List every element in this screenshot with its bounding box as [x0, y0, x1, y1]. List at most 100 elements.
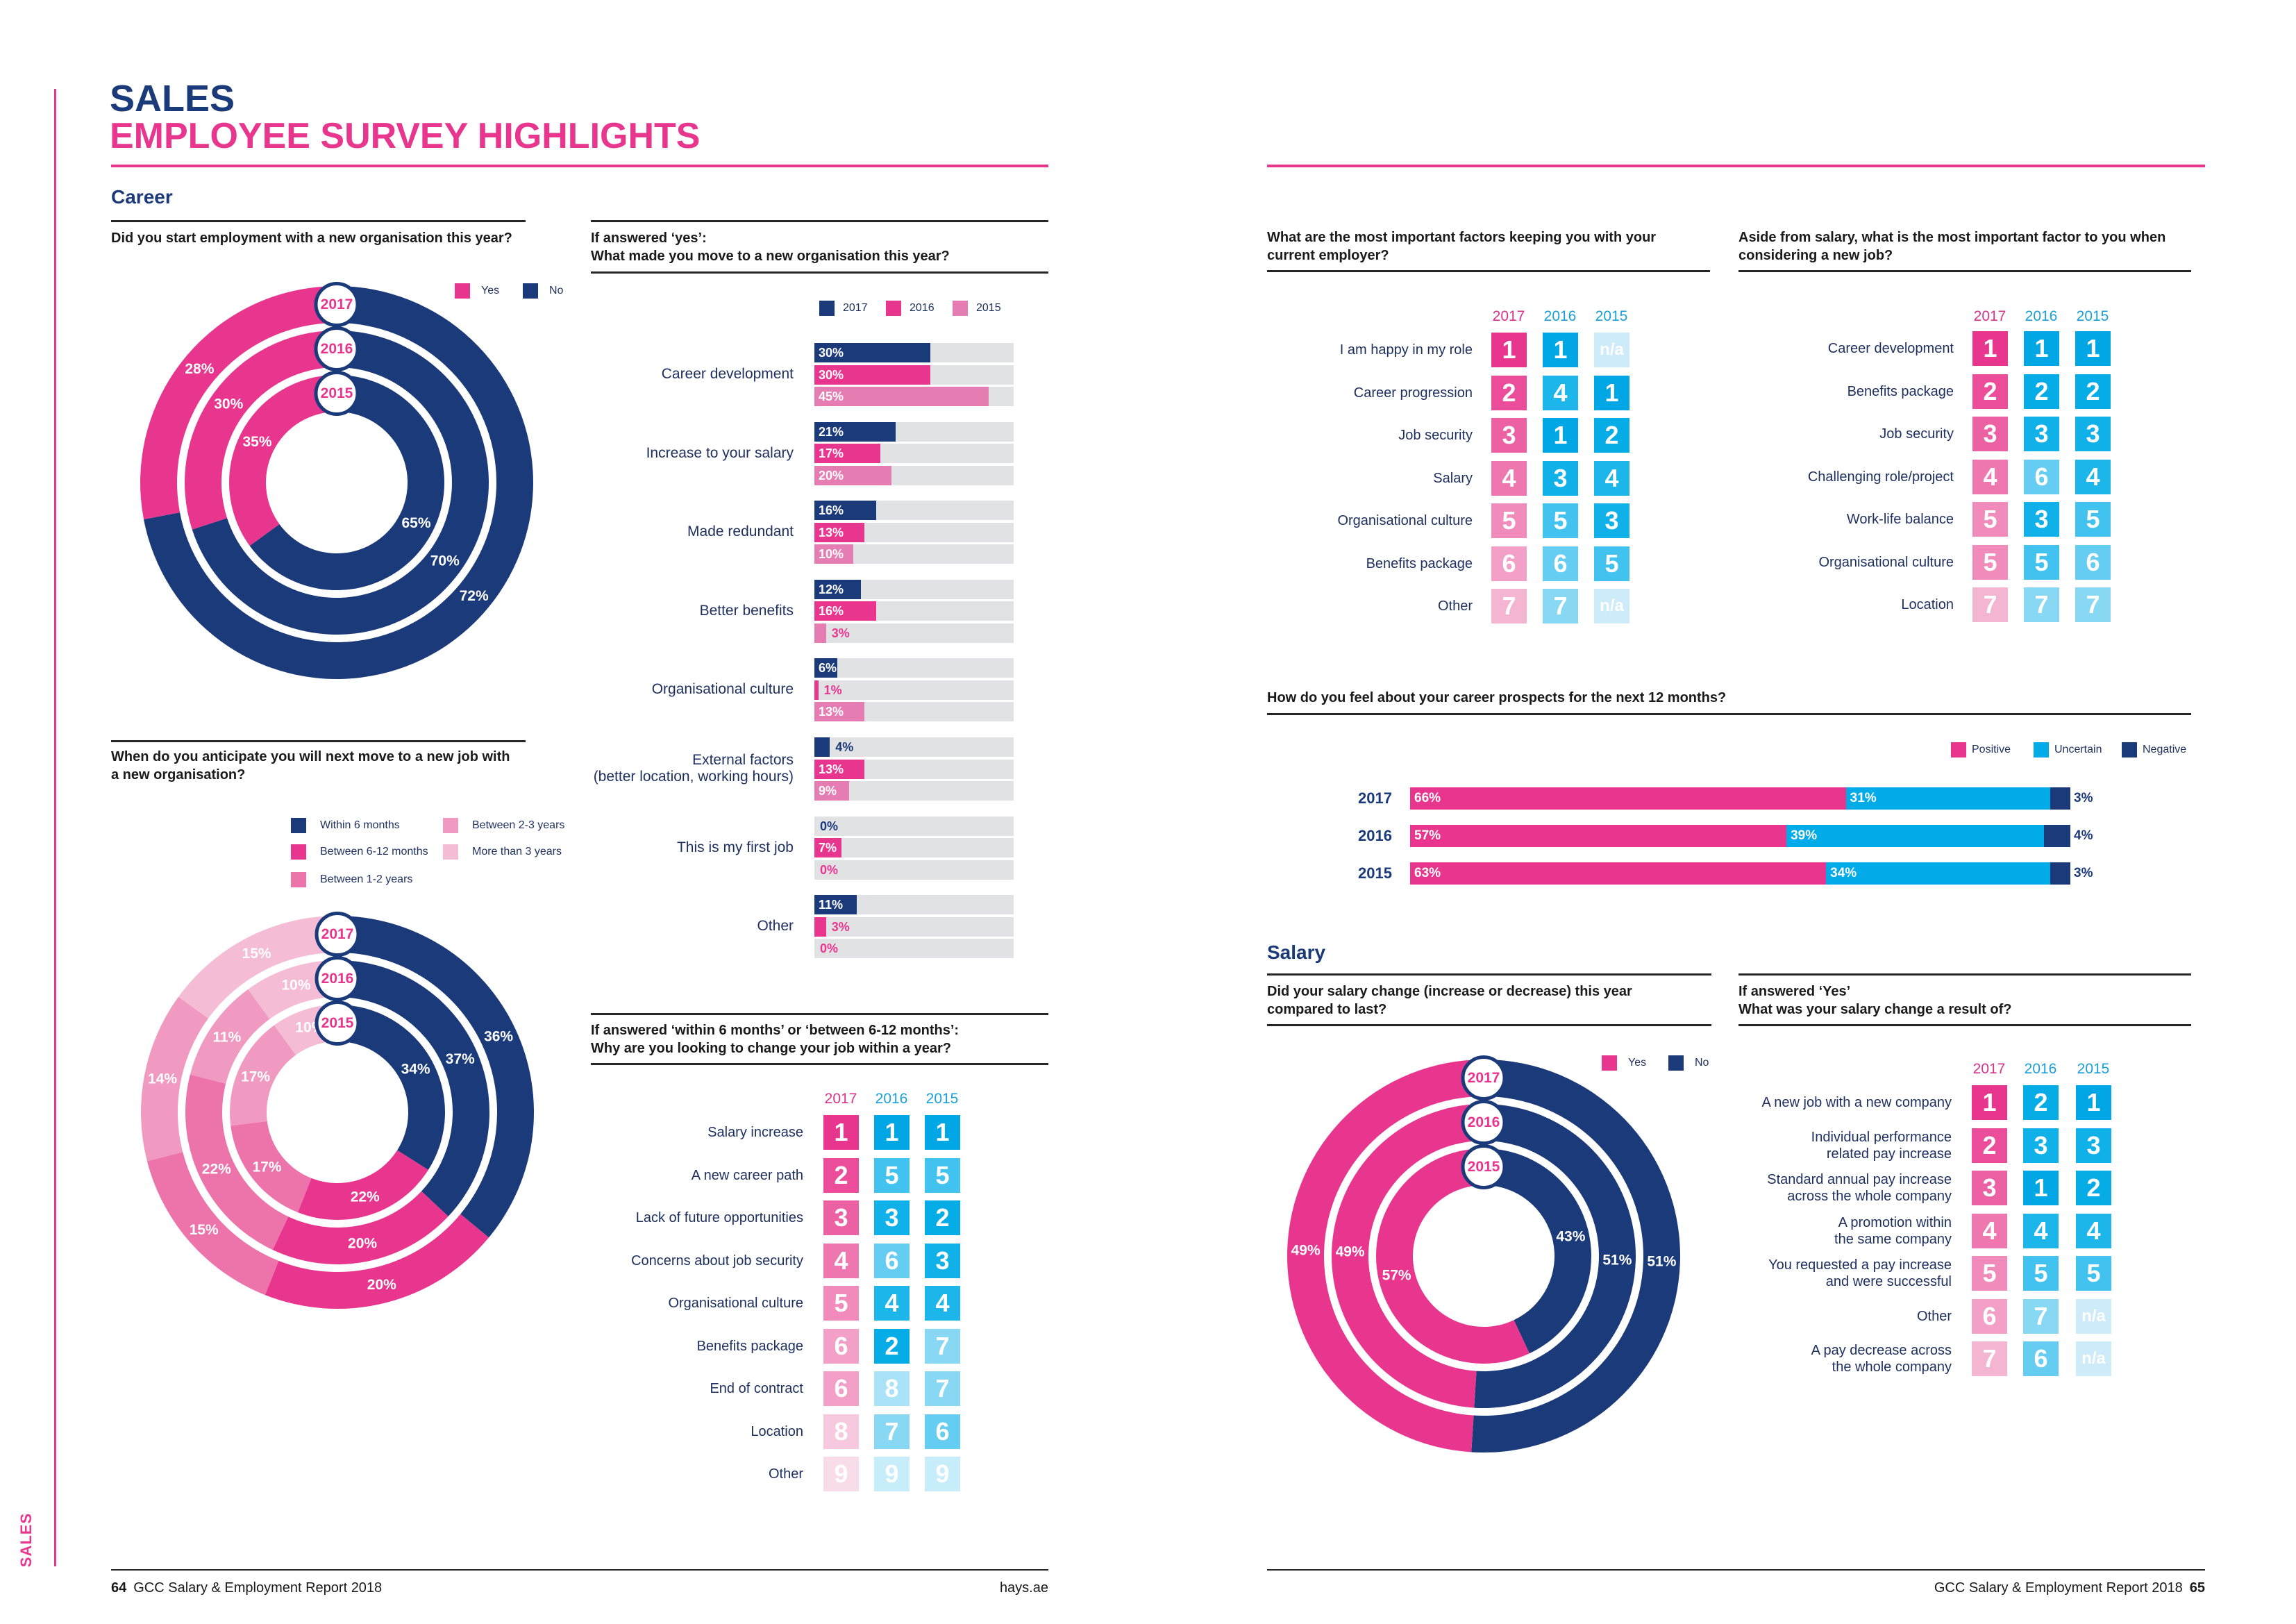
rank-tile: 7: [874, 1414, 910, 1449]
rank-column-header: 2017: [1492, 308, 1525, 324]
rank-row-label: Other: [1916, 1308, 1952, 1324]
donut-value-label: 17%: [241, 1069, 270, 1085]
rank-tile: 4: [1594, 460, 1629, 496]
rank-tile: 4: [1543, 375, 1578, 410]
rank-row-label: A pay decrease across the whole company: [1811, 1343, 1952, 1375]
legend-label: Within 6 months: [320, 819, 400, 831]
bar-track: [814, 939, 1014, 959]
bar-value-label: 10%: [819, 547, 844, 562]
bar-value-label: 9%: [819, 784, 837, 798]
salary-section-heading: Salary: [1267, 941, 1326, 963]
bars-question: If answered ‘yes’: What made you move to…: [591, 231, 950, 264]
rank-tile: 5: [2076, 1256, 2111, 1291]
donut-value-label: 49%: [1336, 1244, 1365, 1259]
rank-row-label: Other: [1437, 598, 1473, 614]
bar-category-label: External factors (better location, worki…: [593, 752, 794, 785]
year-badge: [1461, 1144, 1507, 1189]
legend-label-no: No: [1695, 1057, 1709, 1069]
q3-question: If answered ‘within 6 months’ or ‘betwee…: [591, 1023, 960, 1056]
bar-value-label: 16%: [819, 503, 844, 518]
rank-row-label: Challenging role/project: [1807, 469, 1954, 485]
page-subtitle: EMPLOYEE SURVEY HIGHLIGHTS: [110, 116, 701, 156]
bar: [814, 501, 877, 521]
legend-swatch-no: [523, 283, 538, 299]
footer-url[interactable]: hays.ae: [999, 1580, 1048, 1596]
bar-category-label: Organisational culture: [651, 681, 794, 698]
rank-tile: n/a: [1594, 333, 1629, 367]
stack-value-label: 4%: [2074, 828, 2093, 843]
rank-tile: 9: [874, 1457, 910, 1491]
legend-swatch-2015: [953, 301, 968, 316]
rank-tile: 5: [1972, 1256, 2007, 1291]
bars-top-rule: [591, 220, 1048, 222]
rank-tile: 6: [2023, 1341, 2059, 1376]
rank-row-label: Organisational culture: [1337, 513, 1473, 528]
rank-tile: 3: [1491, 418, 1527, 453]
bar-value-label: 4%: [835, 740, 854, 754]
bar: [814, 680, 819, 700]
bars-bottom-rule: [591, 271, 1048, 274]
rank-tile: 7: [2024, 587, 2059, 622]
rank-tile: 6: [823, 1371, 859, 1406]
bar: [814, 895, 857, 915]
stack-year-label: 2015: [1358, 864, 1392, 882]
rank-column-header: 2015: [2077, 1061, 2110, 1077]
rank-column-header: 2016: [875, 1091, 908, 1107]
donut-value-label: 35%: [242, 434, 271, 450]
donut-value-label: 36%: [484, 1028, 513, 1044]
legend-swatch-yes: [455, 283, 470, 299]
rank-column-header: 2016: [2025, 308, 2058, 324]
bar-value-label: 3%: [831, 919, 850, 934]
bar: [814, 522, 865, 542]
rank-tile: 2: [925, 1200, 960, 1235]
legend-swatch-yes: [1602, 1055, 1617, 1071]
rank-tile: 5: [1543, 503, 1578, 538]
stack-value-label: 34%: [1830, 866, 1857, 880]
rank-tile: 2: [874, 1328, 910, 1364]
rank-row-label: Benefits package: [1366, 555, 1473, 571]
donut-value-label: 51%: [1647, 1254, 1676, 1270]
rank-tile: 4: [2023, 1213, 2059, 1248]
aside-bottom-rule: [1738, 270, 2191, 272]
donut-segment: [337, 960, 489, 1216]
rank-tile: 3: [2075, 417, 2111, 451]
bar-category-label: Made redundant: [687, 524, 794, 540]
legend-swatch: [443, 818, 458, 833]
donut-value-label: 70%: [430, 553, 460, 569]
rank-tile: 7: [1491, 589, 1527, 623]
bar-track: [814, 816, 1014, 836]
bar-value-label: 13%: [819, 762, 844, 776]
stack-segment: [1410, 825, 1787, 847]
rank-tile: 3: [2076, 1128, 2111, 1163]
bar-category-label: Career development: [661, 366, 794, 382]
bar-track: [814, 838, 1014, 858]
bar-category-label: Increase to your salary: [646, 444, 794, 461]
rank-tile: 5: [925, 1157, 960, 1193]
stack-year-label: 2017: [1358, 789, 1392, 807]
rank-tile: 1: [1972, 331, 2008, 366]
bar: [814, 387, 989, 406]
legend-label-2017: 2017: [843, 302, 868, 314]
rank-tile: 6: [1543, 546, 1578, 581]
rank-column-header: 2017: [1972, 1061, 2006, 1077]
footer-rule-right: [1267, 1569, 2205, 1571]
bar: [814, 658, 838, 678]
rank-column-header: 2017: [824, 1091, 857, 1107]
footer-left: 64 GCC Salary & Employment Report 2018: [111, 1580, 382, 1596]
legend-swatch: [291, 872, 306, 887]
rank-row-label: Career progression: [1353, 385, 1473, 401]
prospects-question: How do you feel about your career prospe…: [1267, 690, 1727, 705]
donut-segment: [178, 916, 337, 1019]
stack-segment: [2050, 862, 2070, 885]
rank-tile: 3: [925, 1243, 960, 1278]
legend-swatch-2017: [819, 301, 835, 316]
rank-tile: 7: [2023, 1298, 2059, 1334]
stack-segment: [1410, 787, 1846, 810]
bar-track: [814, 680, 1014, 700]
rank-row-label: I am happy in my role: [1339, 342, 1473, 358]
bar-value-label: 21%: [819, 424, 844, 439]
keep-question: What are the most important factors keep…: [1267, 230, 1657, 263]
stack-value-label: 57%: [1414, 828, 1441, 843]
stack-value-label: 39%: [1791, 828, 1818, 843]
bar-track: [814, 737, 1014, 757]
